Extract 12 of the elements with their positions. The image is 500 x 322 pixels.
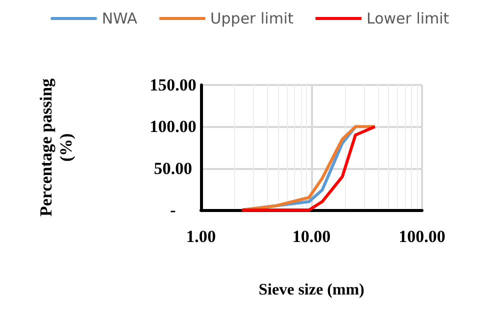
x-tick-label: 100.00 [398, 227, 446, 246]
y-axis-title: Percentage passing (%) [36, 78, 76, 217]
y-tick-label: 150.00 [150, 76, 196, 94]
y-tick-label: - [170, 200, 176, 220]
legend-label: Lower limit [366, 10, 450, 28]
x-tick-label: 10.00 [292, 227, 331, 246]
x-tick-label: 1.00 [186, 227, 216, 246]
y-tick-label: 100.00 [150, 117, 196, 136]
x-axis-title: Sieve size (mm) [258, 282, 364, 298]
y-tick-label: 50.00 [154, 158, 192, 178]
legend-label: NWA [102, 10, 138, 28]
legend-label: Upper limit [210, 10, 294, 28]
